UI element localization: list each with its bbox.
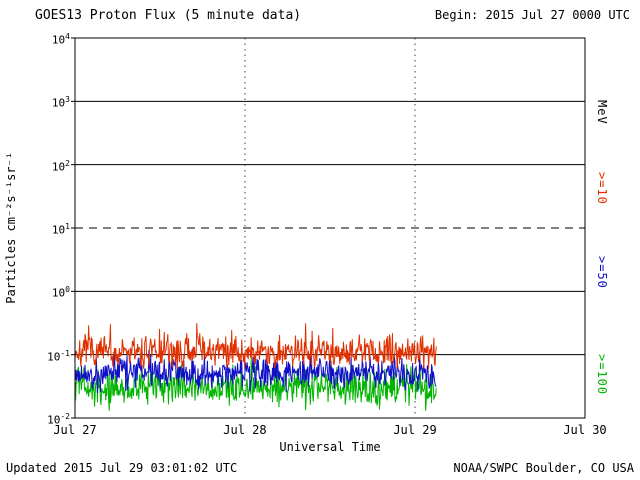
y-axis-label: Particles cm⁻²s⁻¹sr⁻¹ bbox=[4, 152, 18, 304]
y-tick-label: 102 bbox=[51, 158, 70, 174]
units-label-mev: MeV bbox=[595, 100, 609, 125]
x-tick-label: Jul 30 bbox=[563, 423, 607, 437]
series-path-gege10 bbox=[74, 323, 437, 369]
chart-title: GOES13 Proton Flux (5 minute data) bbox=[35, 8, 302, 23]
y-tick-label: 104 bbox=[51, 32, 70, 47]
source-attribution: NOAA/SWPC Boulder, CO USA bbox=[453, 461, 634, 475]
begin-timestamp: Begin: 2015 Jul 27 0000 UTC bbox=[434, 8, 630, 22]
x-axis-label: Universal Time bbox=[279, 440, 381, 454]
y-tick-label: 10-1 bbox=[47, 348, 70, 364]
y-axis-label-wrap: Particles cm⁻²s⁻¹sr⁻¹ bbox=[2, 38, 20, 418]
y-tick-label: 100 bbox=[51, 285, 70, 300]
series-label-ge100: >=100 bbox=[595, 354, 609, 396]
y-tick-label: 103 bbox=[51, 95, 70, 110]
series-label-ge50: >=50 bbox=[595, 256, 609, 289]
y-tick-label: 10-2 bbox=[47, 412, 70, 427]
series-label-ge10: >=10 bbox=[595, 172, 609, 205]
x-tick-label: Jul 27 bbox=[53, 423, 97, 437]
plot-frame bbox=[74, 37, 586, 419]
x-tick-label: Jul 28 bbox=[223, 423, 267, 437]
y-tick-label: 101 bbox=[51, 222, 70, 237]
series-path-gege50 bbox=[74, 349, 437, 394]
x-tick-label: Jul 29 bbox=[393, 423, 437, 437]
updated-timestamp: Updated 2015 Jul 29 03:01:02 UTC bbox=[6, 461, 238, 475]
